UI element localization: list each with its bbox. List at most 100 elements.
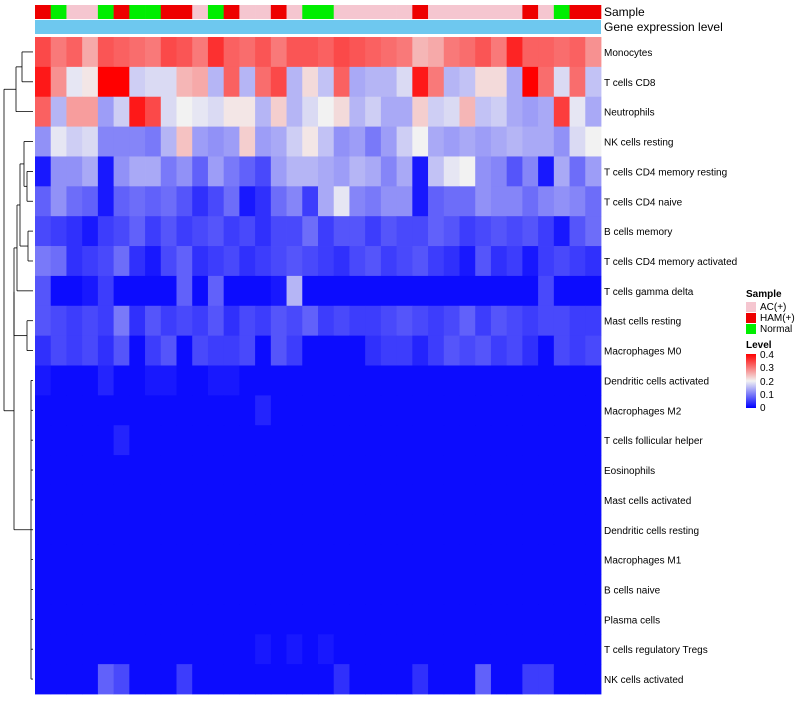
heatmap-cell [113, 365, 130, 396]
heatmap-cell [145, 335, 162, 366]
heatmap-cell [475, 395, 492, 426]
heatmap-cell [145, 186, 162, 217]
heatmap-cell [490, 335, 508, 366]
heatmap-cell [129, 216, 146, 247]
heatmap-cell [553, 305, 570, 337]
heatmap-cell [538, 455, 555, 486]
heatmap-cell [207, 365, 225, 396]
heatmap-cell [428, 156, 445, 187]
heatmap-cell [66, 37, 83, 68]
heatmap-cell [192, 574, 209, 605]
legend-level-tick-04: 0.4 [760, 350, 774, 361]
heatmap-cell [286, 275, 303, 307]
heatmap-cell [475, 216, 492, 247]
heatmap-cell [506, 514, 523, 546]
heatmap-cell [428, 275, 445, 307]
sample-ann-cell [333, 5, 350, 19]
heatmap-cell [443, 455, 460, 486]
heatmap-cell [270, 126, 287, 157]
sample-ann-cell [538, 5, 555, 19]
heatmap-cell [286, 365, 303, 396]
heatmap-cell [239, 484, 256, 516]
heatmap-cell [538, 156, 555, 187]
heatmap-cell [160, 126, 177, 157]
heatmap-cell [553, 484, 570, 516]
legend-label-ac: AC(+) [760, 302, 786, 313]
heatmap-cell [349, 664, 366, 695]
heatmap-cell [192, 455, 209, 486]
heatmap-cell [270, 156, 287, 187]
sample-ann-cell [255, 5, 272, 19]
heatmap-cell [223, 634, 240, 665]
heatmap-cell [396, 126, 413, 157]
heatmap-cell [145, 395, 162, 426]
heatmap-cell [585, 634, 602, 665]
heatmap-cell [459, 37, 476, 68]
heatmap-cell [538, 425, 555, 456]
heatmap-cell [475, 246, 492, 277]
heatmap-cell [396, 66, 413, 98]
heatmap-cell [97, 335, 115, 366]
heatmap-cell [255, 395, 272, 426]
heatmap-cell [459, 96, 476, 127]
heatmap-cell [66, 96, 83, 127]
heatmap-cell [553, 395, 570, 426]
heatmap-cell [538, 126, 555, 157]
legend-level-tick-03: 0.3 [760, 363, 774, 374]
heatmap-cell [522, 634, 539, 665]
heatmap-cell [459, 335, 476, 366]
heatmap-cell [239, 425, 256, 456]
legend-swatch-normal [746, 324, 756, 334]
heatmap-cell [490, 66, 508, 98]
heatmap-cell [333, 604, 350, 635]
heatmap-cell [286, 425, 303, 456]
heatmap-cell [97, 37, 115, 68]
heatmap-cell [286, 634, 303, 665]
heatmap-cell [50, 275, 67, 307]
heatmap-cell [239, 96, 256, 127]
heatmap-cell [129, 305, 146, 337]
heatmap-cell [192, 544, 209, 575]
heatmap-cell [365, 425, 382, 456]
heatmap-cell [506, 634, 523, 665]
heatmap-cell [192, 484, 209, 516]
heatmap-cell [192, 275, 209, 307]
heatmap-cell [223, 574, 240, 605]
row-label: NK cells activated [604, 675, 683, 686]
heatmap-cell [490, 574, 508, 605]
heatmap-cell [145, 275, 162, 307]
heatmap-cell [302, 574, 319, 605]
heatmap-cell [176, 186, 193, 217]
heatmap-cell [428, 216, 445, 247]
heatmap-cell [35, 37, 52, 68]
heatmap-cell [129, 544, 146, 575]
heatmap-cell [207, 216, 225, 247]
heatmap-cell [35, 574, 52, 605]
heatmap-cell [365, 514, 382, 546]
heatmap-cell [145, 246, 162, 277]
sample-ann-cell [97, 5, 114, 19]
heatmap-cell [286, 156, 303, 187]
heatmap-cell [490, 604, 508, 635]
heatmap-cell [333, 395, 350, 426]
heatmap-cell [569, 335, 586, 366]
heatmap-cell [113, 156, 130, 187]
heatmap-cell [506, 335, 523, 366]
heatmap-cell [333, 37, 350, 68]
heatmap-cell [396, 634, 413, 665]
heatmap-cell [365, 574, 382, 605]
heatmap-cell [585, 156, 602, 187]
heatmap-cell [176, 664, 193, 695]
heatmap-cell [585, 544, 602, 575]
heatmap-cell [522, 455, 539, 486]
sample-ann-cell [82, 5, 99, 19]
heatmap-cell [97, 156, 115, 187]
heatmap-cell [270, 484, 287, 516]
heatmap-cell [506, 664, 523, 695]
heatmap-cell [129, 156, 146, 187]
heatmap-cell [82, 96, 99, 127]
heatmap-cell [333, 455, 350, 486]
row-dendrogram [3, 51, 33, 680]
sample-ann-cell [318, 5, 335, 19]
heatmap-cell [506, 544, 523, 575]
